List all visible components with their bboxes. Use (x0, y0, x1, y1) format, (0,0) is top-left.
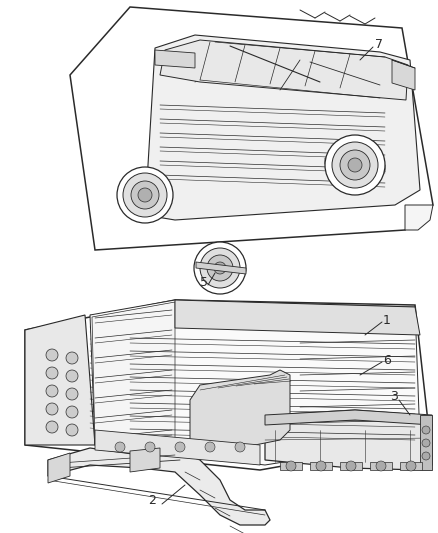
Text: 1: 1 (383, 313, 391, 327)
Text: 3: 3 (390, 391, 398, 403)
Polygon shape (90, 300, 420, 465)
Circle shape (46, 367, 58, 379)
Circle shape (205, 442, 215, 452)
Polygon shape (370, 462, 392, 470)
Polygon shape (48, 453, 70, 483)
Polygon shape (25, 300, 430, 470)
Polygon shape (405, 205, 433, 230)
Text: 5: 5 (200, 277, 208, 289)
Circle shape (235, 442, 245, 452)
Polygon shape (155, 50, 195, 68)
Polygon shape (70, 7, 433, 250)
Circle shape (123, 173, 167, 217)
Circle shape (66, 424, 78, 436)
Polygon shape (196, 262, 246, 274)
Polygon shape (175, 300, 420, 335)
Circle shape (422, 452, 430, 460)
Circle shape (131, 181, 159, 209)
Polygon shape (265, 410, 432, 425)
Circle shape (207, 255, 233, 281)
Polygon shape (130, 448, 160, 472)
Polygon shape (325, 158, 385, 172)
Polygon shape (265, 410, 432, 470)
Circle shape (46, 385, 58, 397)
Polygon shape (92, 302, 175, 455)
Polygon shape (145, 35, 420, 220)
Polygon shape (25, 315, 95, 445)
Circle shape (66, 352, 78, 364)
Polygon shape (310, 462, 332, 470)
Circle shape (117, 167, 173, 223)
Polygon shape (120, 190, 172, 200)
Circle shape (138, 188, 152, 202)
Circle shape (145, 442, 155, 452)
Circle shape (325, 135, 385, 195)
Circle shape (406, 461, 416, 471)
Text: 2: 2 (148, 494, 156, 506)
Polygon shape (340, 462, 362, 470)
Circle shape (422, 426, 430, 434)
Circle shape (200, 248, 240, 288)
Polygon shape (190, 370, 290, 455)
Circle shape (66, 370, 78, 382)
Circle shape (66, 388, 78, 400)
Circle shape (286, 461, 296, 471)
Polygon shape (95, 430, 260, 465)
Circle shape (376, 461, 386, 471)
Circle shape (214, 262, 226, 274)
Circle shape (422, 439, 430, 447)
Circle shape (194, 242, 246, 294)
Polygon shape (280, 462, 302, 470)
Circle shape (340, 150, 370, 180)
Text: 7: 7 (375, 38, 383, 52)
Polygon shape (48, 448, 270, 525)
Circle shape (66, 406, 78, 418)
Text: 6: 6 (383, 353, 391, 367)
Circle shape (46, 349, 58, 361)
Circle shape (46, 421, 58, 433)
Circle shape (316, 461, 326, 471)
Circle shape (175, 442, 185, 452)
Polygon shape (392, 60, 415, 90)
Polygon shape (400, 462, 422, 470)
Polygon shape (160, 40, 408, 100)
Polygon shape (420, 415, 432, 470)
Circle shape (348, 158, 362, 172)
Circle shape (346, 461, 356, 471)
Circle shape (115, 442, 125, 452)
Circle shape (46, 403, 58, 415)
Circle shape (332, 142, 378, 188)
